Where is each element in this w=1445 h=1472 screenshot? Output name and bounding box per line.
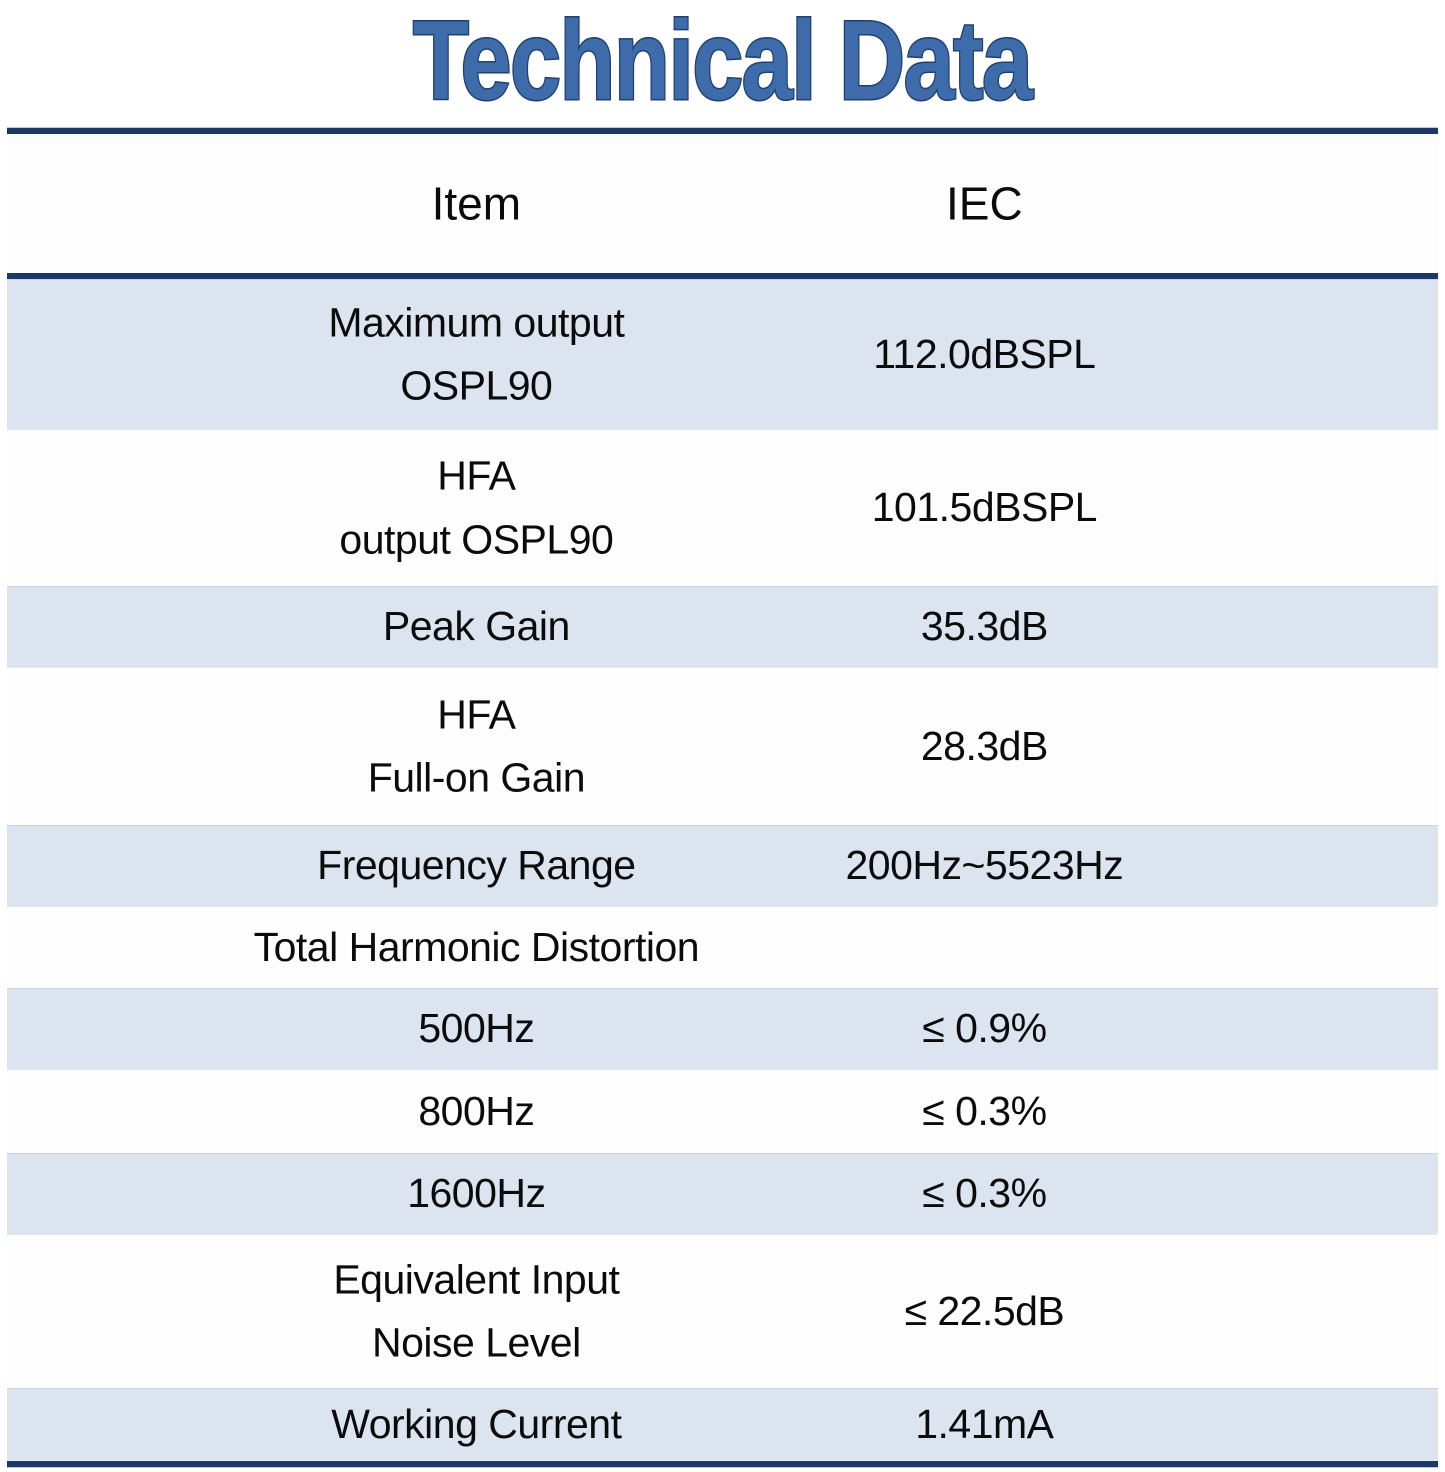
table-row: Equivalent Input Noise Level ≤ 22.5dB xyxy=(7,1235,1438,1388)
table-row: Total Harmonic Distortion xyxy=(7,907,1438,988)
spec-table: Item IEC Maximum output OSPL90 112.0dBSP… xyxy=(0,134,1445,1467)
table-row: HFA Full-on Gain 28.3dB xyxy=(7,668,1438,825)
value-cell: 200Hz~5523Hz xyxy=(845,842,1124,889)
table-row: 1600Hz ≤ 0.3% xyxy=(7,1153,1438,1235)
item-cell: Frequency Range xyxy=(317,842,636,889)
item-cell: Working Current xyxy=(331,1400,622,1447)
header-rule xyxy=(7,273,1438,279)
item-cell: 1600Hz xyxy=(407,1170,546,1217)
table-row: 500Hz ≤ 0.9% xyxy=(7,988,1438,1070)
table-row: HFA output OSPL90 101.5dBSPL xyxy=(7,430,1438,586)
value-cell: ≤ 22.5dB xyxy=(904,1287,1065,1334)
table-row: Frequency Range 200Hz~5523Hz xyxy=(7,825,1438,907)
table-row: Maximum output OSPL90 112.0dBSPL xyxy=(7,279,1438,430)
item-cell: Total Harmonic Distortion xyxy=(253,923,700,970)
item-cell: HFA Full-on Gain xyxy=(367,690,586,801)
value-cell: 1.41mA xyxy=(915,1400,1054,1447)
item-cell: Peak Gain xyxy=(382,603,570,650)
page-title-area: Technical Data xyxy=(0,0,1445,128)
item-cell: Maximum output OSPL90 xyxy=(328,298,625,409)
value-cell: 112.0dBSPL xyxy=(873,330,1096,377)
item-cell: Equivalent Input Noise Level xyxy=(333,1255,620,1366)
value-cell: 35.3dB xyxy=(920,603,1048,650)
page-title: Technical Data xyxy=(412,0,1035,123)
table-row: Working Current 1.41mA xyxy=(7,1388,1438,1461)
header-value-label: IEC xyxy=(946,176,1023,229)
value-cell: 28.3dB xyxy=(920,722,1048,769)
item-cell: 500Hz xyxy=(418,1005,535,1052)
item-cell: HFA output OSPL90 xyxy=(339,452,614,562)
value-cell: ≤ 0.9% xyxy=(922,1005,1047,1052)
table-row: Peak Gain 35.3dB xyxy=(7,586,1438,668)
bottom-rule xyxy=(7,1461,1438,1467)
table-header-row: Item IEC xyxy=(7,134,1438,273)
item-cell: 800Hz xyxy=(418,1087,535,1134)
header-item-label: Item xyxy=(431,176,522,229)
value-cell: 101.5dBSPL xyxy=(871,484,1098,531)
value-cell: ≤ 0.3% xyxy=(922,1087,1047,1134)
title-rule xyxy=(7,128,1438,134)
table-row: 800Hz ≤ 0.3% xyxy=(7,1070,1438,1153)
value-cell: ≤ 0.3% xyxy=(922,1170,1047,1217)
